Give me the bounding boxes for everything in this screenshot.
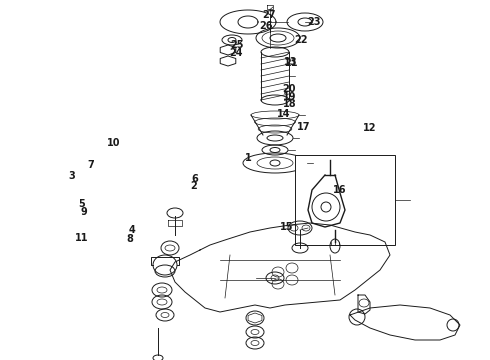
Text: 21: 21	[284, 58, 298, 68]
Polygon shape	[248, 313, 262, 323]
Text: 10: 10	[107, 138, 121, 148]
Polygon shape	[220, 45, 236, 55]
Text: 8: 8	[126, 234, 133, 244]
Polygon shape	[220, 56, 236, 66]
Text: 16: 16	[333, 185, 347, 195]
Text: 1: 1	[245, 153, 252, 163]
Bar	[295, 155, 395, 245]
Text: 19: 19	[283, 92, 296, 102]
Text: 5: 5	[78, 199, 85, 210]
Text: 27: 27	[262, 10, 276, 20]
Text: 17: 17	[296, 122, 310, 132]
Text: 24: 24	[229, 48, 243, 58]
Text: 7: 7	[87, 160, 94, 170]
Text: 13: 13	[284, 57, 298, 67]
Text: 26: 26	[260, 21, 273, 31]
Text: 6: 6	[191, 174, 198, 184]
Text: 14: 14	[277, 109, 291, 120]
Text: 4: 4	[128, 225, 135, 235]
Text: 23: 23	[308, 17, 321, 27]
Text: 9: 9	[81, 207, 88, 217]
Text: 18: 18	[283, 99, 296, 109]
Text: 2: 2	[190, 181, 197, 192]
Text: 15: 15	[280, 222, 294, 232]
Text: 3: 3	[69, 171, 75, 181]
Text: 12: 12	[363, 123, 376, 133]
Text: 25: 25	[230, 40, 244, 50]
Text: 20: 20	[283, 84, 296, 94]
Text: 22: 22	[294, 35, 308, 45]
Text: 11: 11	[74, 233, 88, 243]
